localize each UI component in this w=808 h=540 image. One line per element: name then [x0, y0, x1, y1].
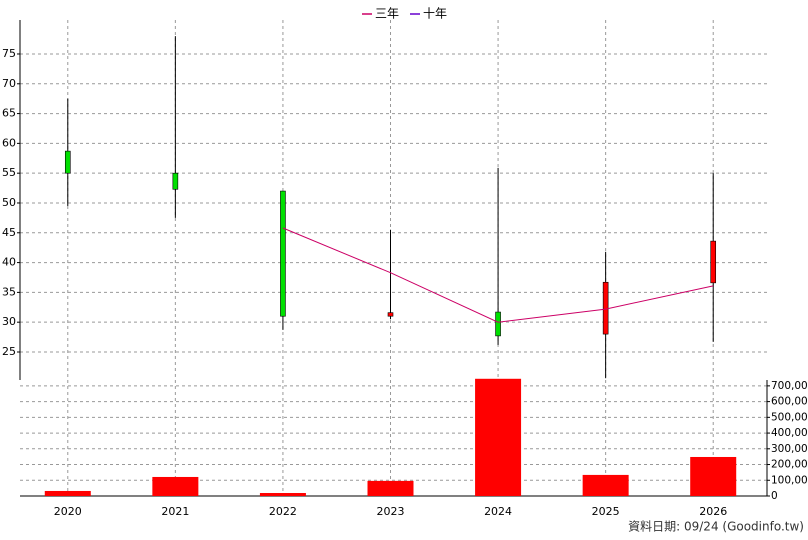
x-tick-label: 2022 — [269, 505, 297, 518]
volume-bar — [259, 493, 306, 496]
y-tick-label: 25 — [2, 345, 16, 358]
y-tick-label: 700,000 — [771, 380, 808, 392]
y-tick-label: 100,000 — [771, 474, 808, 486]
candle-body — [602, 281, 609, 335]
y-tick-label: 500,000 — [771, 411, 808, 423]
volume-bar — [44, 490, 91, 496]
y-tick-label: 200,000 — [771, 459, 808, 471]
volume-bar — [152, 476, 199, 496]
volume-bar — [690, 456, 737, 496]
candle-body — [495, 311, 501, 337]
volume-bar — [475, 378, 522, 496]
candle-body — [172, 172, 179, 190]
source-note: 資料日期: 09/24 (Goodinfo.tw) — [628, 520, 804, 534]
y-tick-label: 60 — [2, 136, 16, 149]
volume-bar — [582, 474, 629, 496]
legend-label: 十年 — [423, 7, 447, 21]
y-tick-label: 70 — [2, 77, 16, 90]
y-tick-label: 65 — [2, 107, 16, 120]
x-tick-label: 2024 — [484, 505, 512, 518]
candle-body — [280, 190, 286, 317]
x-tick-label: 2025 — [592, 505, 620, 518]
y-tick-label: 50 — [2, 196, 16, 209]
candle-body — [64, 150, 71, 174]
x-tick-label: 2026 — [699, 505, 727, 518]
volume-bar — [367, 480, 414, 496]
candle-body — [710, 240, 717, 284]
y-tick-label: 400,000 — [771, 427, 808, 439]
series-line — [282, 227, 714, 323]
y-tick-label: 45 — [2, 226, 16, 239]
legend-label: 三年 — [375, 7, 399, 21]
y-tick-label: 600,000 — [771, 396, 808, 408]
y-tick-label: 300,000 — [771, 443, 808, 455]
y-tick-label: 30 — [2, 315, 16, 328]
y-tick-label: 40 — [2, 256, 16, 269]
y-tick-label: 0 — [771, 490, 778, 502]
y-tick-label: 75 — [2, 47, 16, 60]
x-tick-label: 2021 — [161, 505, 189, 518]
y-tick-label: 55 — [2, 166, 16, 179]
y-tick-label: 35 — [2, 285, 16, 298]
candle-body — [387, 312, 394, 317]
x-tick-label: 2023 — [377, 505, 405, 518]
x-tick-label: 2020 — [54, 505, 82, 518]
